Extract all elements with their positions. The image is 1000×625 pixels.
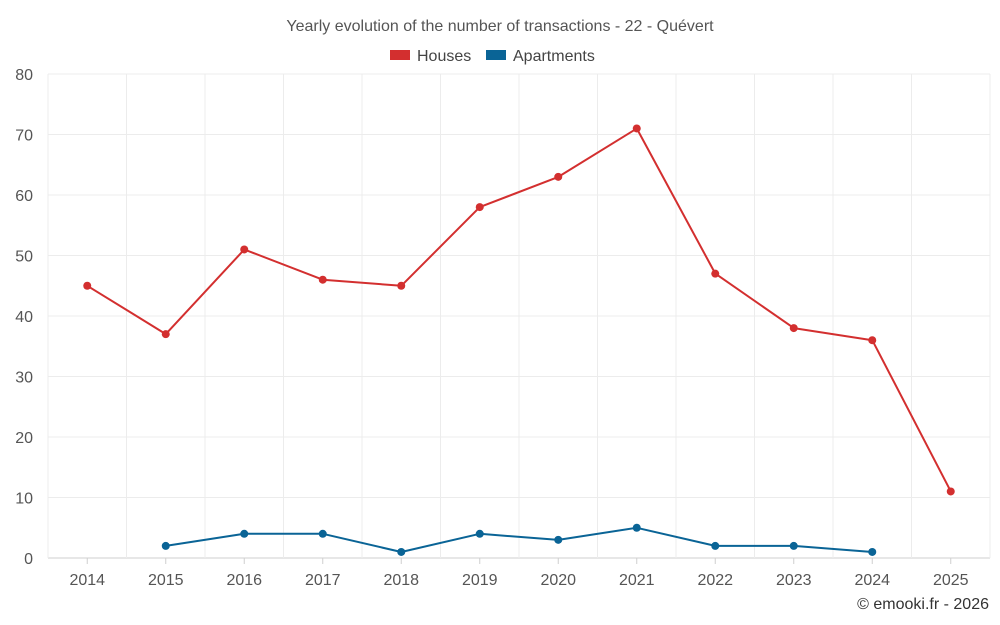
y-tick-label: 60 xyxy=(15,188,33,205)
legend-label-houses[interactable]: Houses xyxy=(417,48,471,65)
series-line-apartments xyxy=(165,526,873,553)
data-point-apartments[interactable] xyxy=(711,541,720,550)
x-axis: 2014 2015 2016 2017 2018 2019 2020 2021 2022 2023… xyxy=(69,558,969,589)
series-houses xyxy=(83,124,955,496)
data-point-apartments[interactable] xyxy=(318,529,327,538)
y-tick-label: 70 xyxy=(15,128,33,145)
series-group xyxy=(83,124,955,556)
gridlines xyxy=(47,73,991,559)
series-apartments xyxy=(161,523,877,556)
x-tick-label: 2022 xyxy=(697,572,733,589)
y-tick-label: 10 xyxy=(15,491,33,508)
data-point-houses[interactable] xyxy=(868,336,877,345)
data-point-houses[interactable] xyxy=(711,269,720,278)
legend-label-apartments[interactable]: Apartments xyxy=(513,48,595,65)
legend-swatch-houses xyxy=(390,50,410,60)
y-tick-label: 0 xyxy=(24,551,33,568)
x-tick-label: 2020 xyxy=(540,572,576,589)
x-tick-label: 2017 xyxy=(305,572,341,589)
data-point-apartments[interactable] xyxy=(632,523,641,532)
y-tick-label: 40 xyxy=(15,309,33,326)
data-point-houses[interactable] xyxy=(946,487,955,496)
x-tick-label: 2015 xyxy=(148,572,184,589)
x-tick-label: 2023 xyxy=(776,572,812,589)
data-point-apartments[interactable] xyxy=(475,529,484,538)
data-point-apartments[interactable] xyxy=(240,529,249,538)
data-point-houses[interactable] xyxy=(161,330,170,339)
credit-text: © emooki.fr - 2026 xyxy=(857,596,989,613)
data-point-apartments[interactable] xyxy=(161,541,170,550)
data-point-houses[interactable] xyxy=(240,245,249,254)
y-tick-label: 80 xyxy=(15,67,33,84)
data-point-houses[interactable] xyxy=(632,124,641,133)
data-point-apartments[interactable] xyxy=(554,535,563,544)
x-tick-label: 2025 xyxy=(933,572,969,589)
legend-swatch-apartments xyxy=(486,50,506,60)
x-tick-label: 2016 xyxy=(226,572,262,589)
x-tick-label: 2014 xyxy=(69,572,105,589)
series-line-houses xyxy=(86,127,952,492)
y-tick-label: 20 xyxy=(15,430,33,447)
data-point-houses[interactable] xyxy=(475,203,484,212)
data-point-apartments[interactable] xyxy=(868,547,877,556)
x-tick-label: 2021 xyxy=(619,572,655,589)
data-point-apartments[interactable] xyxy=(789,541,798,550)
chart-title: Yearly evolution of the number of transa… xyxy=(286,18,714,35)
data-point-houses[interactable] xyxy=(554,172,563,181)
y-tick-label: 50 xyxy=(15,249,33,266)
y-tick-label: 30 xyxy=(15,370,33,387)
x-tick-label: 2018 xyxy=(383,572,419,589)
data-point-houses[interactable] xyxy=(83,281,92,290)
x-tick-label: 2024 xyxy=(854,572,890,589)
x-tick-label: 2019 xyxy=(462,572,498,589)
data-point-apartments[interactable] xyxy=(397,547,406,556)
data-point-houses[interactable] xyxy=(318,275,327,284)
chart-legend: Houses Apartments xyxy=(390,48,595,65)
data-point-houses[interactable] xyxy=(789,324,798,333)
y-axis: 0 10 20 30 40 50 60 70 80 xyxy=(15,67,33,568)
data-point-houses[interactable] xyxy=(397,281,406,290)
